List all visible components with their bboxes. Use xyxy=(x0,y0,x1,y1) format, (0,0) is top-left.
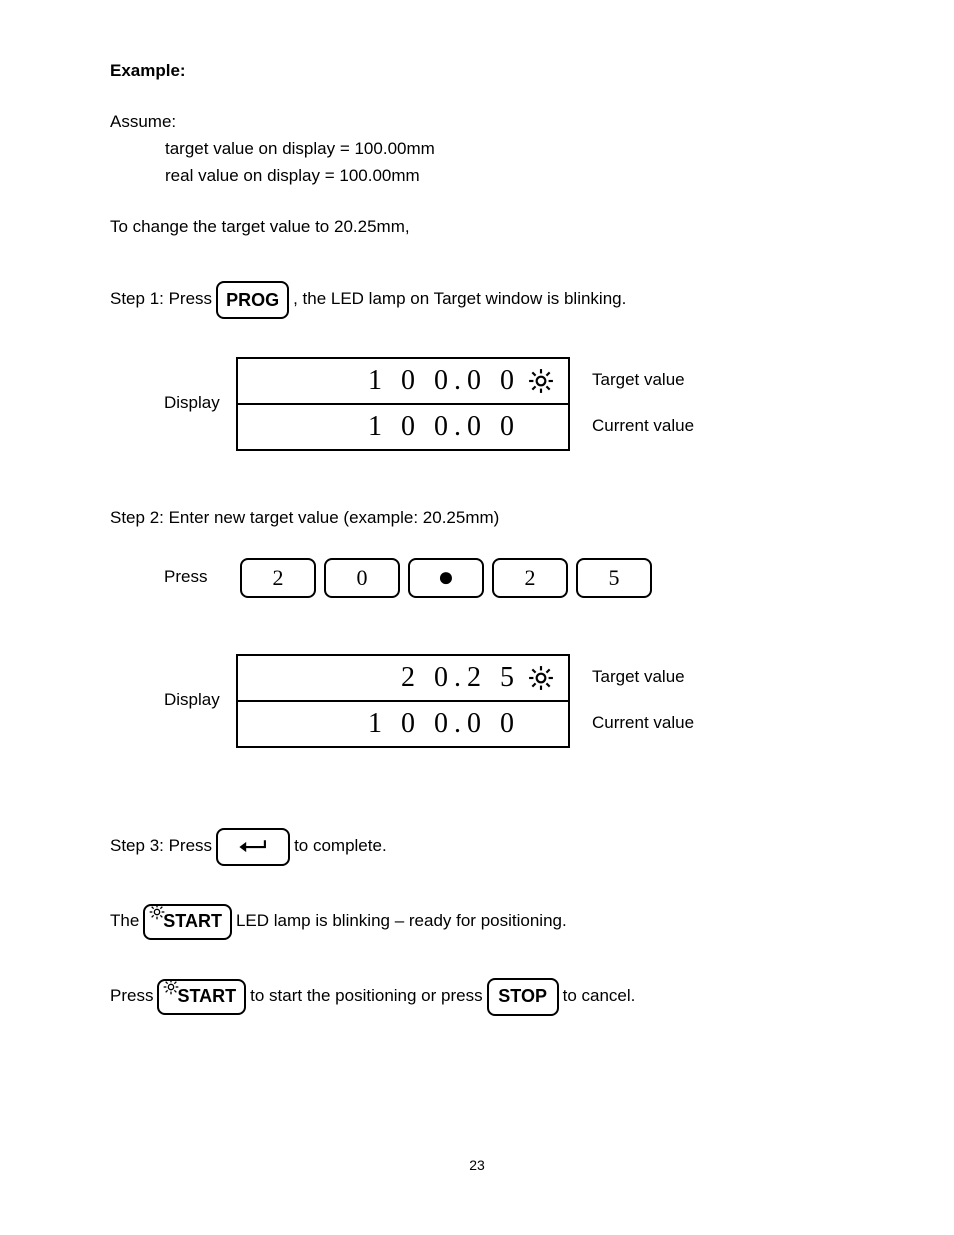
lcd-1-target-row: 1 0 0.0 0 xyxy=(238,359,568,403)
lcd-2-target-value: 2 0.2 5 xyxy=(252,659,528,697)
line4-post: LED lamp is blinking – ready for positio… xyxy=(236,910,567,933)
lcd-1: 1 0 0.0 0 1 0 0.0 0 xyxy=(236,357,570,451)
lcd-2: 2 0.2 5 1 0 0.0 0 xyxy=(236,654,570,748)
enter-key xyxy=(216,828,290,866)
step-3-row: Step 3: Press to complete. xyxy=(110,828,844,866)
step-3-pre: Step 3: Press xyxy=(110,835,212,858)
key-2b: 2 xyxy=(492,558,568,598)
step-2-heading: Step 2: Enter new target value (example:… xyxy=(110,507,844,530)
sun-icon xyxy=(528,665,554,691)
target-value-label-2: Target value xyxy=(592,655,694,701)
step-1-row: Step 1: Press PROG , the LED lamp on Tar… xyxy=(110,281,844,319)
start-stop-row: Press START to start the positioning or … xyxy=(110,978,844,1016)
sun-icon xyxy=(528,368,554,394)
lcd-2-current-row: 1 0 0.0 0 xyxy=(238,700,568,746)
lcd-1-current-value: 1 0 0.0 0 xyxy=(252,408,528,446)
start-blink-row: The START LED lamp is blinking – ready f… xyxy=(110,904,844,940)
current-value-label-2: Current value xyxy=(592,701,694,747)
key-2a: 2 xyxy=(240,558,316,598)
assume-heading: Assume: xyxy=(110,111,844,134)
stop-key: STOP xyxy=(487,978,559,1016)
lcd-2-current-value: 1 0 0.0 0 xyxy=(252,705,528,743)
press-label: Press xyxy=(164,566,236,589)
start-key-1: START xyxy=(143,904,232,940)
start-key-2: START xyxy=(157,979,246,1015)
sun-icon xyxy=(163,979,179,995)
key-dot: ● xyxy=(408,558,484,598)
sun-icon xyxy=(149,904,165,920)
start-label-1: START xyxy=(163,909,222,933)
step-1-pre: Step 1: Press xyxy=(110,288,212,311)
display-1: Display 1 0 0.0 0 1 0 0.0 0 Target value… xyxy=(164,357,844,451)
line5-c: to cancel. xyxy=(563,985,636,1008)
page-number: 23 xyxy=(110,1156,844,1175)
change-line: To change the target value to 20.25mm, xyxy=(110,216,844,239)
key-0: 0 xyxy=(324,558,400,598)
line5-a: Press xyxy=(110,985,153,1008)
start-label-2: START xyxy=(177,984,236,1008)
key-5: 5 xyxy=(576,558,652,598)
display-label-1: Display xyxy=(164,392,236,415)
enter-icon xyxy=(236,838,270,856)
assume-line-2: real value on display = 100.00mm xyxy=(110,165,844,188)
lcd-2-target-row: 2 0.2 5 xyxy=(238,656,568,700)
current-value-label-1: Current value xyxy=(592,404,694,450)
example-heading: Example: xyxy=(110,60,844,83)
display-label-2: Display xyxy=(164,689,236,712)
target-value-label-1: Target value xyxy=(592,358,694,404)
step-1-post: , the LED lamp on Target window is blink… xyxy=(293,288,626,311)
line5-b: to start the positioning or press xyxy=(250,985,482,1008)
lcd-1-current-row: 1 0 0.0 0 xyxy=(238,403,568,449)
assume-line-1: target value on display = 100.00mm xyxy=(110,138,844,161)
lcd-1-target-value: 1 0 0.0 0 xyxy=(252,362,528,400)
step-3-post: to complete. xyxy=(294,835,387,858)
display-2: Display 2 0.2 5 1 0 0.0 0 Target value C… xyxy=(164,654,844,748)
keypress-row: Press 2 0 ● 2 5 xyxy=(164,558,844,598)
line4-pre: The xyxy=(110,910,139,933)
prog-key: PROG xyxy=(216,281,289,319)
